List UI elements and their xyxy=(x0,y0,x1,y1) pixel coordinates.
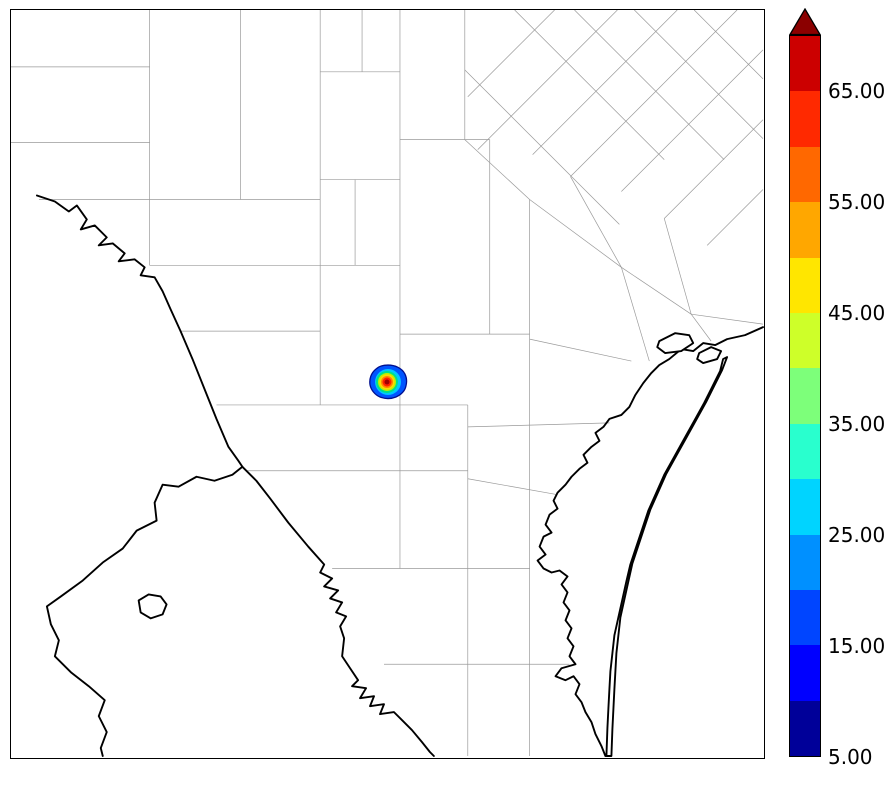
county-boundary-line xyxy=(514,10,665,160)
colorbar: 65.00 55.00 45.00 35.00 25.00 15.00 5.00 xyxy=(789,8,893,780)
colorbar-band xyxy=(790,202,820,258)
colorbar-tick-label: 25.00 xyxy=(828,522,886,547)
county-boundary-line xyxy=(621,267,650,362)
colorbar-arrow-shape xyxy=(789,8,821,35)
county-boundary-line xyxy=(570,10,738,177)
colorbar-arrow-icon xyxy=(789,8,821,35)
county-boundary-line xyxy=(691,313,764,325)
barrier-island xyxy=(605,356,729,757)
coastline xyxy=(536,326,764,757)
county-boundary-line xyxy=(706,189,764,246)
county-boundary-line xyxy=(621,49,764,192)
county-boundary-line xyxy=(467,478,558,496)
county-boundary-line xyxy=(529,338,632,362)
county-boundary-line xyxy=(693,10,764,80)
lake xyxy=(137,593,168,620)
us-mexico-border xyxy=(35,194,244,757)
colorbar-band xyxy=(790,700,820,757)
colorbar-tick-label: 55.00 xyxy=(828,189,886,214)
colorbar-band xyxy=(790,423,820,480)
county-boundary-line xyxy=(529,199,622,268)
bay-island xyxy=(696,346,723,365)
colorbar-tick-label: 45.00 xyxy=(828,300,886,325)
county-boundary-line xyxy=(477,10,618,150)
county-boundary-line xyxy=(464,69,620,225)
county-boundary-line xyxy=(570,176,622,268)
colorbar-band xyxy=(790,368,820,424)
bay-island xyxy=(656,332,695,355)
county-boundary-line xyxy=(634,10,764,139)
colorbar-band xyxy=(790,257,820,313)
county-boundary-line xyxy=(464,139,530,200)
concentration-hotspot-ring xyxy=(384,379,390,385)
county-boundary-line xyxy=(532,10,678,155)
map-panel xyxy=(10,9,765,759)
county-boundary-line xyxy=(467,422,610,428)
colorbar-band xyxy=(790,479,820,535)
colorbar-tick-label: 15.00 xyxy=(828,633,886,658)
map-svg xyxy=(11,10,764,757)
county-boundary-line xyxy=(621,267,692,315)
colorbar-band xyxy=(790,534,820,590)
colorbar-band xyxy=(790,645,820,701)
colorbar-band xyxy=(790,146,820,203)
county-boundary-line xyxy=(574,10,725,160)
colorbar-tick-label: 65.00 xyxy=(828,78,886,103)
county-boundary-line xyxy=(664,119,764,219)
county-boundary-line xyxy=(467,10,555,98)
colorbar-band xyxy=(790,36,820,92)
colorbar-band xyxy=(790,312,820,369)
county-boundary-line xyxy=(690,313,712,342)
county-boundary-line xyxy=(663,218,692,315)
colorbar-bar xyxy=(789,35,821,757)
us-mexico-border xyxy=(241,465,435,757)
colorbar-tick-label: 5.00 xyxy=(828,745,873,769)
colorbar-tick-label: 35.00 xyxy=(828,411,886,436)
colorbar-band xyxy=(790,91,820,147)
colorbar-band xyxy=(790,589,820,646)
